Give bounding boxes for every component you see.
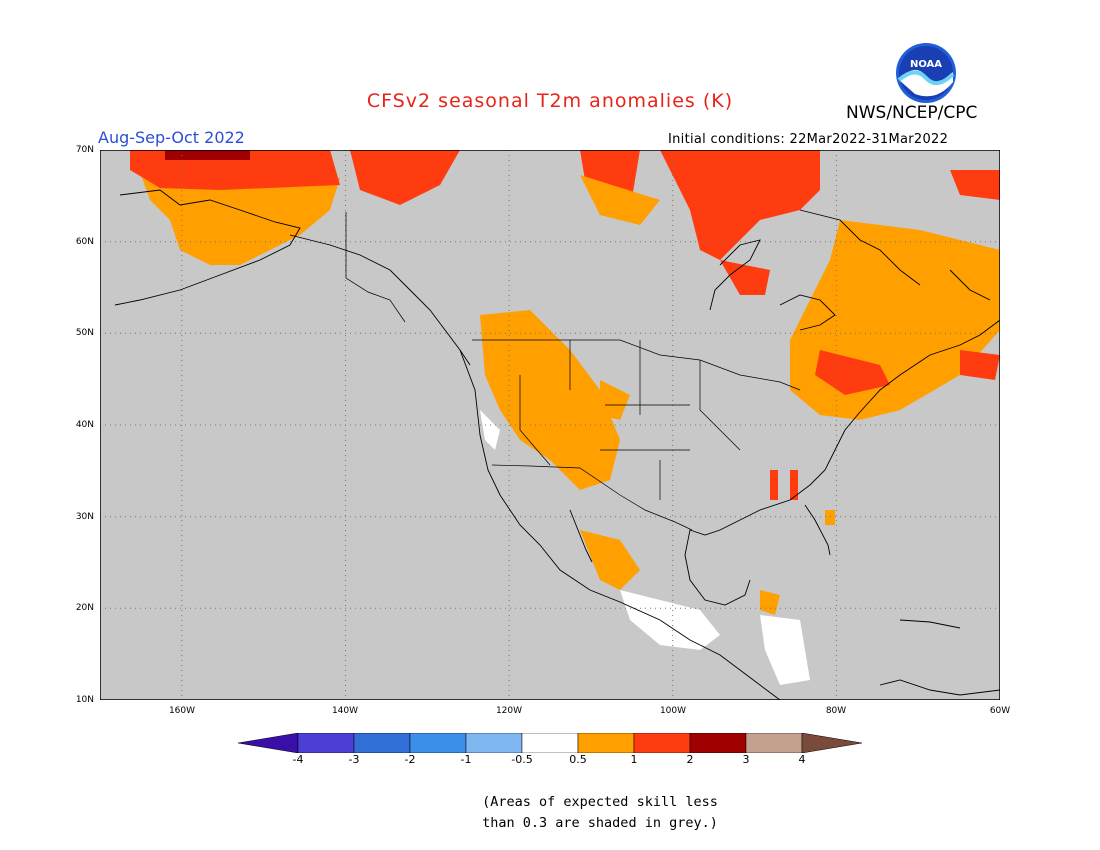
- colorbar-label: -1: [460, 753, 472, 766]
- anomaly-region-white: [620, 590, 720, 650]
- lat-label-70n: 70N: [75, 145, 94, 155]
- anomaly-region-red: [790, 470, 798, 500]
- anomaly-region-dark-red: [165, 150, 250, 160]
- anomaly-region-red: [350, 150, 460, 205]
- anomaly-region-white: [480, 410, 500, 450]
- skill-note-line: than 0.3 are shaded in grey.): [482, 815, 718, 831]
- anomaly-map: [100, 150, 1000, 700]
- agency-label: NWS/NCEP/CPC: [846, 103, 978, 123]
- colorbar-segment: [689, 733, 747, 753]
- colorbar: [238, 733, 862, 753]
- lat-label-30n: 30N: [75, 512, 94, 522]
- colorbar-label: 3: [742, 753, 750, 766]
- colorbar-segment: [801, 733, 862, 753]
- logo-text: NOAA: [910, 59, 942, 70]
- anomaly-region-white: [760, 615, 810, 685]
- colorbar-segment: [745, 733, 803, 753]
- chart-title: CFSv2 seasonal T2m anomalies (K): [366, 90, 734, 112]
- anomaly-region-orange: [825, 510, 835, 525]
- lon-label-160w: 160W: [168, 706, 196, 716]
- colorbar-label: -0.5: [511, 753, 533, 766]
- lat-label-60n: 60N: [75, 237, 94, 247]
- lat-label-50n: 50N: [75, 328, 94, 338]
- colorbar-segment: [465, 733, 523, 753]
- colorbar-label: -4: [292, 753, 304, 766]
- skill-note-line: (Areas of expected skill less: [482, 794, 718, 810]
- anomaly-region-red: [950, 170, 1000, 200]
- lat-label-20n: 20N: [75, 603, 94, 613]
- colorbar-label: 0.5: [569, 753, 587, 766]
- colorbar-segment: [521, 733, 579, 753]
- lon-label-140w: 140W: [331, 706, 359, 716]
- coastlines: [114, 189, 1000, 700]
- colorbar-label: 4: [798, 753, 806, 766]
- lon-label-120w: 120W: [495, 706, 523, 716]
- anomaly-region-orange: [480, 310, 620, 490]
- colorbar-segment: [353, 733, 411, 753]
- lon-label-80w: 80W: [825, 706, 847, 716]
- forecast-period: Aug-Sep-Oct 2022: [98, 128, 245, 147]
- anomaly-region-orange: [580, 530, 640, 590]
- colorbar-label: 1: [630, 753, 638, 766]
- noaa-logo: NOAA: [895, 42, 957, 104]
- anomaly-region-red: [770, 470, 778, 500]
- gridlines: [100, 150, 1000, 700]
- anomaly-region-red: [960, 350, 1000, 380]
- anomaly-region-orange: [600, 380, 630, 420]
- colorbar-label: 2: [686, 753, 694, 766]
- initial-conditions: Initial conditions: 22Mar2022-31Mar2022: [668, 132, 949, 147]
- colorbar-segment: [409, 733, 467, 753]
- lon-label-60w: 60W: [989, 706, 1011, 716]
- anomaly-region-red: [660, 150, 820, 260]
- colorbar-segment: [633, 733, 691, 753]
- colorbar-segment: [577, 733, 635, 753]
- colorbar-label: -3: [348, 753, 360, 766]
- anomaly-shading: [130, 150, 1000, 685]
- lat-label-10n: 10N: [75, 695, 94, 705]
- anomaly-region-orange: [580, 175, 660, 225]
- colorbar-segment: [297, 733, 355, 753]
- colorbar-label: -2: [404, 753, 416, 766]
- colorbar-segment: [238, 733, 299, 753]
- lat-label-40n: 40N: [75, 420, 94, 430]
- political-boundaries: [345, 212, 801, 531]
- anomaly-region-red: [815, 350, 890, 395]
- lon-label-100w: 100W: [659, 706, 687, 716]
- anomaly-region-red: [720, 260, 770, 295]
- skill-note: (Areas of expected skill less than 0.3 a…: [440, 792, 760, 834]
